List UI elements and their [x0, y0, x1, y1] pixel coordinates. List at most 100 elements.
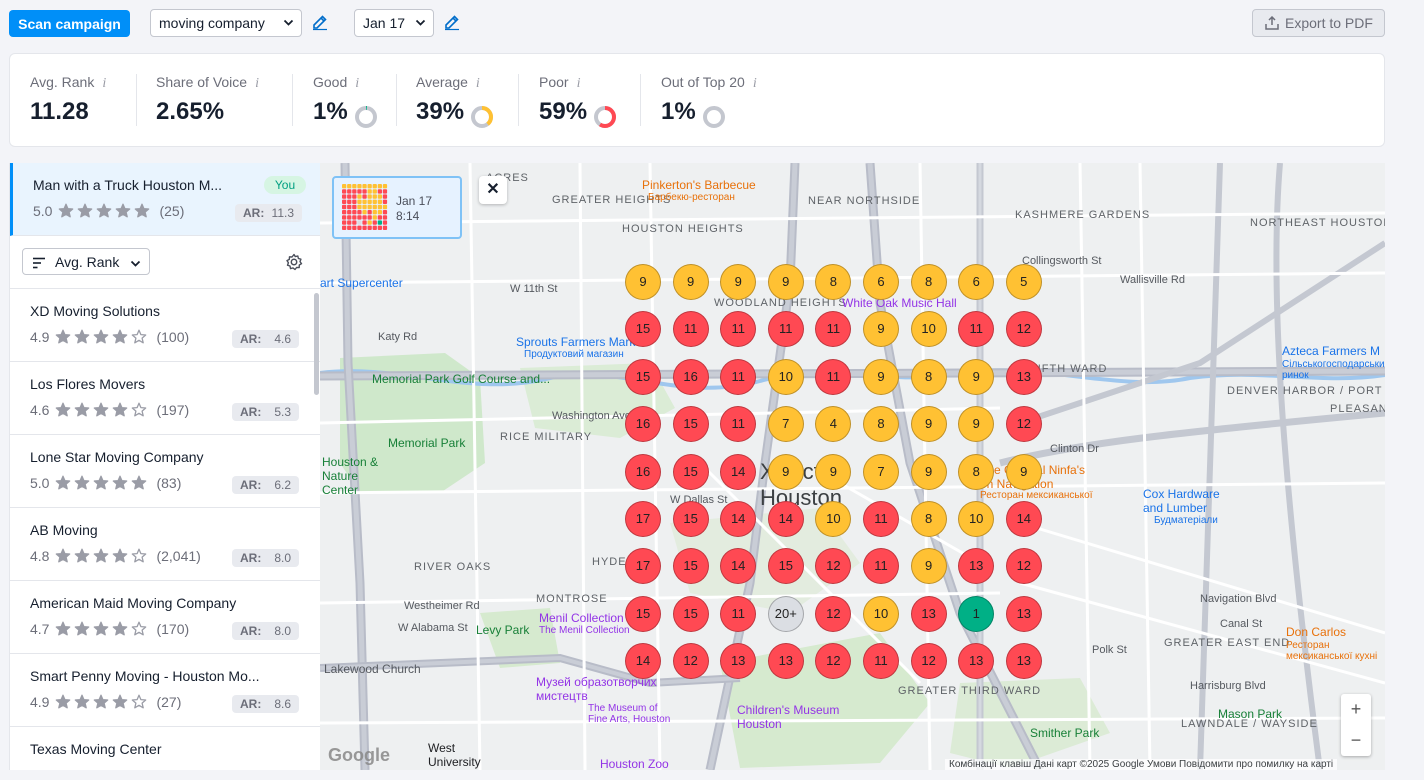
rank-pin[interactable]: 10 — [767, 358, 804, 395]
rank-pin[interactable]: 5 — [1005, 264, 1042, 300]
competitor-row[interactable]: American Maid Moving Company 4.7 (170) AR: 8… — [10, 581, 320, 654]
rank-pin[interactable]: 11 — [815, 358, 852, 395]
rank-pin[interactable]: 9 — [720, 264, 757, 300]
export-pdf-button[interactable]: Export to PDF — [1252, 9, 1385, 37]
info-icon[interactable]: i — [102, 76, 107, 91]
rank-pin[interactable]: 15 — [625, 311, 661, 348]
rank-pin[interactable]: 11 — [720, 358, 757, 395]
rank-pin[interactable]: 15 — [672, 453, 709, 490]
rank-pin[interactable]: 11 — [863, 501, 899, 537]
rank-pin[interactable]: 13 — [958, 643, 995, 680]
sort-dropdown[interactable]: Avg. Rank — [22, 248, 150, 275]
rank-pin[interactable]: 15 — [625, 358, 661, 395]
rank-pin[interactable]: 9 — [958, 406, 995, 443]
rank-pin[interactable]: 13 — [1005, 643, 1042, 680]
rank-pin[interactable]: 12 — [1005, 406, 1042, 443]
competitor-row[interactable]: Lone Star Moving Company 5.0 (83) AR: 6.2 — [10, 435, 320, 508]
rank-pin[interactable]: 14 — [720, 548, 757, 585]
rank-pin[interactable]: 13 — [720, 643, 757, 680]
rank-pin[interactable]: 14 — [767, 501, 804, 537]
rank-pin[interactable]: 8 — [863, 406, 899, 443]
rank-pin[interactable]: 15 — [672, 406, 709, 443]
rank-pin[interactable]: 9 — [1005, 453, 1042, 490]
rank-pin[interactable]: 13 — [910, 595, 947, 632]
edit-keyword-icon[interactable] — [311, 13, 329, 31]
rank-pin[interactable]: 9 — [863, 358, 899, 395]
your-business-card[interactable]: Man with a Truck Houston M... You 5.0 (2… — [10, 163, 320, 236]
zoom-out-button[interactable]: − — [1350, 730, 1362, 750]
rank-pin[interactable]: 16 — [625, 406, 661, 443]
rank-pin[interactable]: 13 — [767, 643, 804, 680]
competitor-row[interactable]: Smart Penny Moving - Houston Mo... 4.9 (27… — [10, 654, 320, 727]
info-icon[interactable]: i — [475, 76, 480, 91]
date-select[interactable]: Jan 17 — [354, 9, 434, 37]
settings-gear-icon[interactable] — [285, 253, 303, 271]
rank-pin[interactable]: 11 — [720, 311, 757, 348]
rank-pin[interactable]: 6 — [958, 264, 995, 300]
rank-pin[interactable]: 15 — [672, 595, 709, 632]
rank-pin[interactable]: 15 — [672, 501, 709, 537]
info-icon[interactable]: i — [576, 76, 581, 91]
rank-pin[interactable]: 17 — [625, 548, 661, 585]
rank-pin[interactable]: 10 — [863, 595, 899, 632]
rank-pin[interactable]: 9 — [672, 264, 709, 300]
rank-pin[interactable]: 16 — [625, 453, 661, 490]
map-view[interactable]: ACRES GREATER HEIGHTS HOUSTON HEIGHTS NE… — [320, 163, 1385, 770]
rank-pin[interactable]: 12 — [815, 643, 852, 680]
rank-pin[interactable]: 9 — [863, 311, 899, 348]
rank-pin[interactable]: 11 — [863, 643, 899, 680]
rank-pin[interactable]: 12 — [815, 548, 852, 585]
competitor-row[interactable]: Texas Moving Center — [10, 727, 320, 770]
rank-pin[interactable]: 14 — [1005, 501, 1042, 537]
rank-pin[interactable]: 8 — [910, 501, 947, 537]
scan-campaign-button[interactable]: Scan campaign — [9, 10, 130, 37]
rank-pin[interactable]: 9 — [767, 453, 804, 490]
rank-pin[interactable]: 13 — [1005, 595, 1042, 632]
rank-pin[interactable]: 1 — [958, 595, 995, 632]
rank-pin[interactable]: 11 — [815, 311, 852, 348]
rank-pin[interactable]: 9 — [767, 264, 804, 300]
rank-pin[interactable]: 13 — [1005, 358, 1042, 395]
rank-pin[interactable]: 4 — [815, 406, 852, 443]
rank-pin[interactable]: 10 — [910, 311, 947, 348]
keyword-select[interactable]: moving company — [150, 9, 302, 37]
rank-pin[interactable]: 9 — [910, 453, 947, 490]
rank-pin[interactable]: 11 — [958, 311, 995, 348]
rank-pin[interactable]: 9 — [958, 358, 995, 395]
rank-pin[interactable]: 12 — [910, 643, 947, 680]
close-icon[interactable]: ✕ — [479, 176, 507, 204]
rank-pin[interactable]: 9 — [815, 453, 852, 490]
info-icon[interactable]: i — [255, 76, 259, 91]
rank-pin[interactable]: 10 — [958, 501, 995, 537]
rank-pin[interactable]: 15 — [625, 595, 661, 632]
rank-pin[interactable]: 9 — [625, 264, 661, 300]
zoom-in-button[interactable]: + — [1350, 699, 1362, 719]
rank-pin[interactable]: 12 — [1005, 311, 1042, 348]
rank-pin[interactable]: 17 — [625, 501, 661, 537]
rank-pin[interactable]: 8 — [910, 358, 947, 395]
rank-pin[interactable]: 20+ — [767, 595, 804, 632]
rank-pin[interactable]: 10 — [815, 501, 852, 537]
rank-pin[interactable]: 14 — [720, 453, 757, 490]
rank-pin[interactable]: 11 — [767, 311, 804, 348]
competitor-row[interactable]: Los Flores Movers 4.6 (197) AR: 5.3 — [10, 362, 320, 435]
edit-date-icon[interactable] — [443, 13, 461, 31]
scrollbar[interactable] — [314, 293, 319, 395]
rank-pin[interactable]: 13 — [958, 548, 995, 585]
info-icon[interactable]: i — [355, 76, 360, 91]
rank-pin[interactable]: 14 — [720, 501, 757, 537]
rank-pin[interactable]: 12 — [672, 643, 709, 680]
rank-pin[interactable]: 12 — [1005, 548, 1042, 585]
rank-pin[interactable]: 8 — [958, 453, 995, 490]
info-icon[interactable]: i — [752, 76, 757, 91]
competitor-row[interactable]: AB Moving 4.8 (2,041) AR: 8.0 — [10, 508, 320, 581]
rank-pin[interactable]: 16 — [672, 358, 709, 395]
rank-pin[interactable]: 7 — [767, 406, 804, 443]
rank-pin[interactable]: 14 — [625, 643, 661, 680]
rank-pin[interactable]: 6 — [863, 264, 899, 300]
rank-pin[interactable]: 9 — [910, 548, 947, 585]
rank-pin[interactable]: 7 — [863, 453, 899, 490]
rank-pin[interactable]: 11 — [720, 595, 757, 632]
snapshot-card[interactable]: Jan 17 8:14 — [332, 176, 462, 239]
competitor-row[interactable]: XD Moving Solutions 4.9 (100) AR: 4.6 — [10, 289, 320, 362]
